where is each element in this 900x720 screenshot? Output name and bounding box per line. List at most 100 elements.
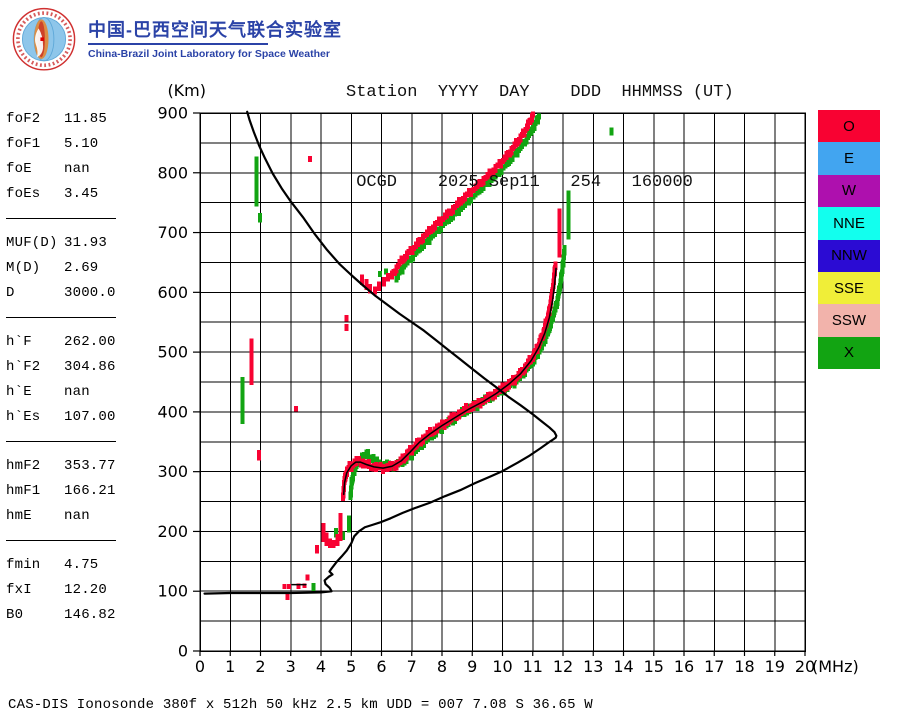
param-separator <box>6 317 116 318</box>
param-row: M(D) 2.69 <box>6 255 128 280</box>
svg-text:17: 17 <box>704 657 724 676</box>
legend-item-sse: SSE <box>818 271 880 305</box>
station-header-columns: Station YYYY DAY DDD HHMMSS (UT) <box>346 83 734 102</box>
param-label: D <box>6 284 15 301</box>
svg-text:19: 19 <box>765 657 785 676</box>
param-row: h`Es 107.00 <box>6 404 128 429</box>
param-value: 12.20 <box>64 581 108 598</box>
laboratory-logo <box>12 7 76 71</box>
svg-text:100: 100 <box>157 582 188 601</box>
param-label: MUF(D) <box>6 234 58 251</box>
svg-text:(MHz): (MHz) <box>812 657 859 676</box>
param-label: fxI <box>6 581 32 598</box>
station-header: Station YYYY DAY DDD HHMMSS (UT) OCGD 20… <box>346 18 734 258</box>
param-label: hmF1 <box>6 482 41 499</box>
svg-text:18: 18 <box>734 657 754 676</box>
lab-title-chinese: 中国-巴西空间天气联合实验室 <box>88 20 342 40</box>
param-row: B0 146.82 <box>6 602 128 627</box>
param-value: nan <box>64 383 90 400</box>
param-row: hmF2 353.77 <box>6 453 128 478</box>
svg-text:6: 6 <box>376 657 386 676</box>
param-value: 11.85 <box>64 110 108 127</box>
svg-text:400: 400 <box>157 402 188 421</box>
legend-item-nne: NNE <box>818 207 880 240</box>
param-value: 5.10 <box>64 135 99 152</box>
legend-item-w: W <box>818 174 880 208</box>
param-value: 304.86 <box>64 358 116 375</box>
param-row: hmE nan <box>6 503 128 528</box>
param-label: h`E <box>6 383 32 400</box>
legend-item-nnw: NNW <box>818 239 880 272</box>
param-label: hmE <box>6 507 32 524</box>
param-value: 4.75 <box>64 556 99 573</box>
svg-text:10: 10 <box>492 657 512 676</box>
param-row: hmF1 166.21 <box>6 478 128 503</box>
param-label: foEs <box>6 185 41 202</box>
svg-text:200: 200 <box>157 522 188 541</box>
param-row: fxI 12.20 <box>6 577 128 602</box>
svg-text:9: 9 <box>467 657 477 676</box>
logo-meridian <box>33 17 55 62</box>
svg-text:20: 20 <box>795 657 815 676</box>
svg-text:16: 16 <box>674 657 694 676</box>
param-row: foF1 5.10 <box>6 131 128 156</box>
svg-text:15: 15 <box>644 657 664 676</box>
param-row: D 3000.0 <box>6 280 128 305</box>
station-header-values: OCGD 2025 Sep11 254 160000 <box>346 173 693 192</box>
param-row: foF2 11.85 <box>6 106 128 131</box>
svg-text:11: 11 <box>523 657 543 676</box>
param-label: h`F2 <box>6 358 41 375</box>
param-label: M(D) <box>6 259 41 276</box>
param-value: 353.77 <box>64 457 116 474</box>
param-row: foEs 3.45 <box>6 181 128 206</box>
param-separator <box>6 441 116 442</box>
legend-item-x: X <box>818 336 880 370</box>
param-label: foF2 <box>6 110 41 127</box>
param-value: 2.69 <box>64 259 99 276</box>
param-label: B0 <box>6 606 24 623</box>
param-separator <box>6 540 116 541</box>
svg-text:14: 14 <box>613 657 633 676</box>
svg-text:7: 7 <box>407 657 417 676</box>
svg-text:300: 300 <box>157 462 188 481</box>
param-value: 146.82 <box>64 606 116 623</box>
param-value: 107.00 <box>64 408 116 425</box>
param-value: 3000.0 <box>64 284 116 301</box>
svg-text:900: 900 <box>157 104 188 123</box>
param-value: 262.00 <box>64 333 116 350</box>
svg-text:0: 0 <box>195 657 205 676</box>
param-label: h`Es <box>6 408 41 425</box>
svg-text:8: 8 <box>437 657 447 676</box>
param-value: 3.45 <box>64 185 99 202</box>
svg-text:5: 5 <box>346 657 356 676</box>
svg-text:4: 4 <box>316 657 326 676</box>
svg-text:800: 800 <box>157 163 188 182</box>
logo-center-dot <box>40 37 44 41</box>
param-row: foE nan <box>6 156 128 181</box>
legend-item-e: E <box>818 142 880 175</box>
legend-item-ssw: SSW <box>818 304 880 337</box>
svg-text:600: 600 <box>157 283 188 302</box>
param-label: h`F <box>6 333 32 350</box>
param-row: MUF(D) 31.93 <box>6 230 128 255</box>
svg-text:1: 1 <box>225 657 235 676</box>
svg-text:0: 0 <box>178 642 188 661</box>
echo-legend: O E W NNE NNW SSE SSW X <box>818 110 880 370</box>
param-label: hmF2 <box>6 457 41 474</box>
param-label: fmin <box>6 556 41 573</box>
param-row: h`E nan <box>6 379 128 404</box>
svg-text:2: 2 <box>255 657 265 676</box>
title-underline <box>88 43 268 45</box>
parameters-panel: foF2 11.85 foF1 5.10 foE nan foEs 3.45 MUF(D) 31.… <box>6 106 128 627</box>
param-separator <box>6 218 116 219</box>
svg-text:3: 3 <box>286 657 296 676</box>
param-value: nan <box>64 507 90 524</box>
param-row: h`F 262.00 <box>6 329 128 354</box>
footer-text: CAS-DIS Ionosonde 380f x 512h 50 kHz 2.5… <box>8 697 593 713</box>
logo-ring-text <box>16 11 72 68</box>
logo-continent <box>35 28 44 58</box>
param-row: h`F2 304.86 <box>6 354 128 379</box>
param-label: foF1 <box>6 135 41 152</box>
